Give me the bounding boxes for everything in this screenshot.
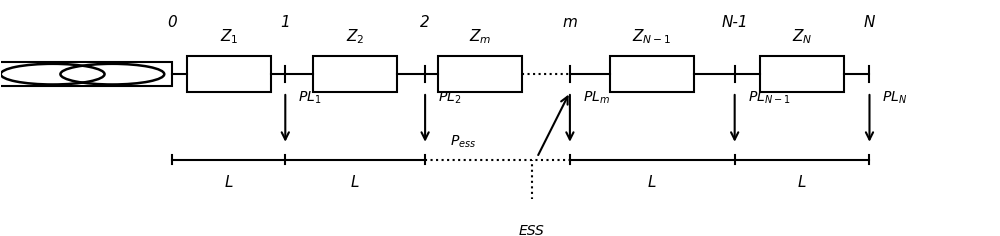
Text: $Z_m$: $Z_m$ — [469, 28, 491, 46]
Text: L: L — [351, 175, 359, 190]
Text: m: m — [562, 16, 577, 30]
Text: $Z_2$: $Z_2$ — [346, 28, 364, 46]
Text: ESS: ESS — [519, 224, 545, 236]
Text: N: N — [864, 16, 875, 30]
Text: 0: 0 — [167, 16, 177, 30]
Bar — [0, 62, 172, 86]
Text: 1: 1 — [280, 16, 290, 30]
Bar — [187, 56, 271, 92]
Text: $Z_1$: $Z_1$ — [220, 28, 238, 46]
Text: L: L — [225, 175, 233, 190]
Text: $Z_N$: $Z_N$ — [792, 28, 812, 46]
Text: $PL_m$: $PL_m$ — [583, 90, 610, 106]
Text: L: L — [798, 175, 806, 190]
Text: $Z_{N-1}$: $Z_{N-1}$ — [632, 28, 672, 46]
Text: 2: 2 — [420, 16, 430, 30]
Bar — [610, 56, 694, 92]
Text: $PL_{N-1}$: $PL_{N-1}$ — [748, 90, 790, 106]
Text: $PL_N$: $PL_N$ — [882, 90, 908, 106]
Bar — [438, 56, 522, 92]
Bar — [760, 56, 844, 92]
Text: L: L — [648, 175, 657, 190]
Text: N-1: N-1 — [721, 16, 748, 30]
Text: $PL_1$: $PL_1$ — [298, 90, 322, 106]
Bar — [313, 56, 397, 92]
Text: $P_{ess}$: $P_{ess}$ — [450, 133, 476, 150]
Text: $PL_2$: $PL_2$ — [438, 90, 461, 106]
